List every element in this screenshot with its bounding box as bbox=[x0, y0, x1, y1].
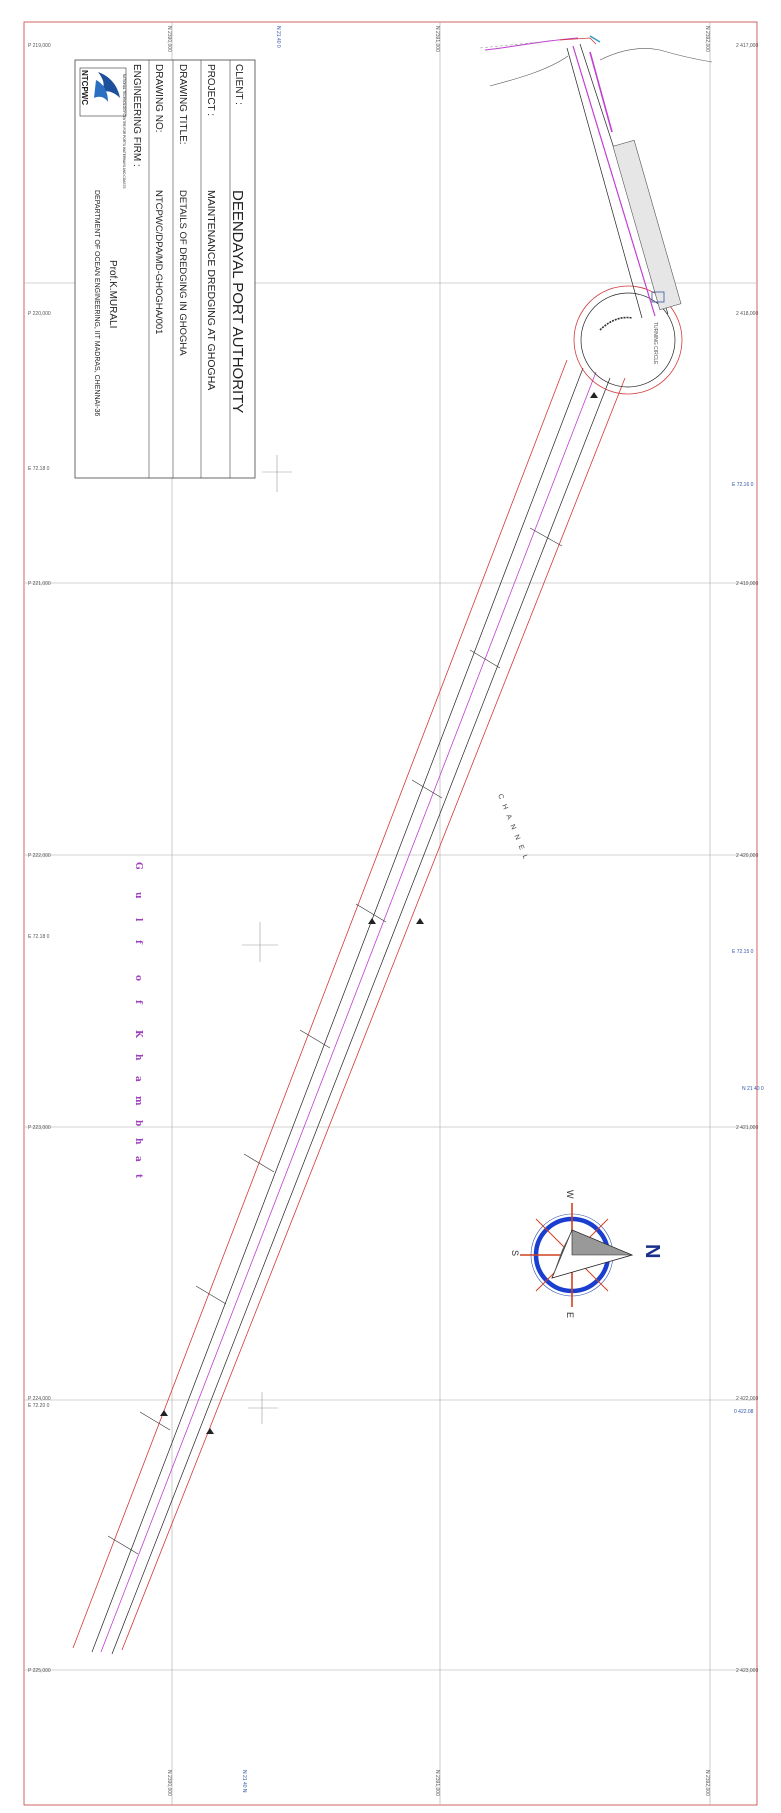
svg-text:u: u bbox=[133, 892, 143, 899]
coordinate-grid bbox=[24, 22, 757, 1805]
survey-crosshairs bbox=[242, 455, 292, 1424]
turning-circle-label: TURNING CIRCLE bbox=[652, 322, 658, 365]
svg-text:h: h bbox=[133, 1054, 143, 1061]
sheet-border bbox=[23, 21, 758, 1806]
grid-label: P 219,000 bbox=[28, 43, 51, 49]
compass-west-label: W bbox=[565, 1190, 575, 1199]
turning-circle bbox=[573, 285, 683, 395]
project-value: MAINTENANCE DREDGING AT GHOGHA bbox=[205, 190, 217, 390]
grid-label: N 2392,000 bbox=[704, 1770, 710, 1796]
svg-text:o: o bbox=[133, 975, 143, 981]
grid-label: E 72.18 0 bbox=[28, 466, 50, 472]
grid-label: 2 419,000 bbox=[736, 581, 758, 587]
svg-text:G: G bbox=[133, 862, 143, 870]
compass-rose: N S E W bbox=[510, 1190, 663, 1318]
drawing-no-label: DRAWING NO: bbox=[153, 64, 164, 133]
svg-text:f: f bbox=[133, 1000, 143, 1005]
grid-label: N 21.40 0 bbox=[275, 26, 281, 48]
grid-label: N 2390,000 bbox=[166, 1770, 172, 1796]
svg-text:t: t bbox=[133, 1174, 143, 1179]
grid-label: N 21 40 N bbox=[241, 1770, 247, 1793]
grid-label: E 72.20 0 bbox=[28, 1403, 50, 1409]
grid-label: P 225,000 bbox=[28, 1668, 51, 1674]
grid-label: N 2391,000 bbox=[434, 1770, 440, 1796]
drawing-title-label: DRAWING TITLE: bbox=[177, 64, 188, 145]
engineer-name: Prof.K.MURALI bbox=[107, 260, 118, 328]
grid-label: P 223,000 bbox=[28, 1125, 51, 1131]
grid-label: 2 420,000 bbox=[736, 853, 758, 859]
water-body-name: G u l f o f K h a m b h a t bbox=[133, 862, 143, 1179]
grid-label: P 220,000 bbox=[28, 311, 51, 317]
drawing-title-value: DETAILS OF DREDGING IN GHOGHA bbox=[177, 190, 188, 356]
grid-label: N 2392,000 bbox=[704, 26, 710, 52]
engineer-department: DEPARTMENT OF OCEAN ENGINEERING, IIT MAD… bbox=[93, 190, 100, 416]
compass-north-label: N bbox=[641, 1244, 663, 1258]
compass-east-label: E bbox=[565, 1312, 575, 1318]
grid-label: N 21 40 0 bbox=[742, 1086, 764, 1092]
logo-caption: NATIONAL TECHNOLOGY CENTRE FOR PORTS WAT… bbox=[122, 74, 126, 189]
grid-label: 2 417,000 bbox=[736, 43, 758, 49]
engineering-firm-label: ENGINEERING FIRM : bbox=[131, 64, 142, 167]
svg-text:K: K bbox=[133, 1030, 143, 1039]
logo-text: NTCPWC bbox=[80, 70, 89, 105]
grid-label: P 221,000 bbox=[28, 581, 51, 587]
svg-text:f: f bbox=[133, 940, 143, 945]
compass-south-label: S bbox=[510, 1250, 520, 1256]
grid-labels-bottom: N 2390,000 N 21 40 N N 2391,000 N 2392,0… bbox=[166, 1770, 710, 1796]
grid-label: N 2390,000 bbox=[166, 26, 172, 52]
title-block: CLIENT : DEENDAYAL PORT AUTHORITY PROJEC… bbox=[74, 59, 256, 479]
grid-label: E 72.15 0 bbox=[732, 949, 754, 955]
svg-text:b: b bbox=[133, 1120, 143, 1126]
svg-text:a: a bbox=[133, 1156, 143, 1162]
approach-jetty bbox=[479, 35, 713, 319]
client-label: CLIENT : bbox=[233, 64, 244, 105]
project-label: PROJECT : bbox=[205, 64, 216, 116]
svg-text:h: h bbox=[133, 1138, 143, 1145]
grid-label: 2 423,000 bbox=[736, 1668, 758, 1674]
grid-label: 2 418,000 bbox=[736, 311, 758, 317]
grid-label: 2 421,000 bbox=[736, 1125, 758, 1131]
svg-text:m: m bbox=[133, 1096, 143, 1106]
grid-labels-left: P 219,000 P 220,000 E 72.18 0 P 221,000 … bbox=[28, 43, 51, 1674]
grid-label: N 2391,000 bbox=[434, 26, 440, 52]
client-value: DEENDAYAL PORT AUTHORITY bbox=[229, 190, 246, 413]
grid-label: P 222,000 bbox=[28, 853, 51, 859]
grid-label: 0 422.08 bbox=[734, 1409, 754, 1415]
grid-label: E 72.18 0 bbox=[28, 934, 50, 940]
grid-labels-top: N 2390,000 N 21.40 0 N 2391,000 N 2392,0… bbox=[166, 26, 710, 52]
ntcpwc-logo: NTCPWC bbox=[79, 67, 127, 117]
dredged-channel bbox=[72, 359, 626, 1655]
grid-labels-right: 2 417,000 2 418,000 E 72.16 0 2 419,000 … bbox=[732, 43, 764, 1674]
svg-text:l: l bbox=[133, 918, 143, 922]
grid-label: E 72.16 0 bbox=[732, 482, 754, 488]
grid-label: P 224,000 bbox=[28, 1396, 51, 1402]
svg-text:a: a bbox=[133, 1076, 143, 1082]
grid-label: 2 422,000 bbox=[736, 1396, 758, 1402]
drawing-no-value: NTCPWC/DPA/MD-GHOGHA/001 bbox=[153, 190, 164, 334]
